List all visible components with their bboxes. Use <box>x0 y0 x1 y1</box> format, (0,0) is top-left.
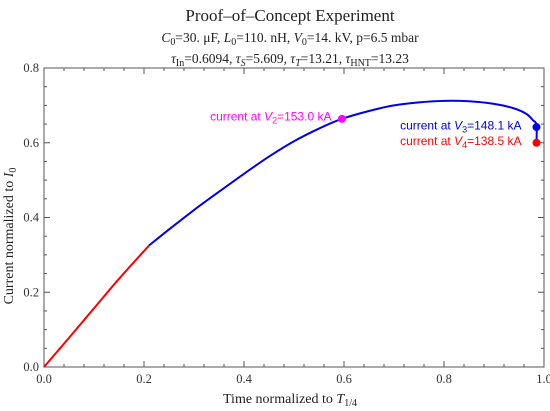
annotation-1-part-0: current at <box>210 110 264 124</box>
annotation-1-part-3: =153.0 kA <box>277 110 331 124</box>
series-line-2 <box>148 99 538 247</box>
x-tick-label: 1.0 <box>536 372 550 386</box>
annotation-2: current at V3=148.1 kA <box>400 119 521 135</box>
chart-subtitle-line-1-part-5: =110. nH, <box>236 30 293 45</box>
y-axis-label: Current normalized to I0 <box>2 168 19 305</box>
annotation-2-part-0: current at <box>400 119 454 133</box>
y-axis-label-part-2: 0 <box>8 168 19 173</box>
y-tick-label: 0.8 <box>23 61 39 75</box>
x-tick-label: 0.6 <box>336 372 352 386</box>
y-axis-label-part-0: Current normalized to <box>2 177 17 304</box>
annotation-2-part-2: 3 <box>462 125 467 135</box>
y-tick-label: 0.0 <box>23 360 39 374</box>
y-axis-label-part-1: I <box>2 171 17 178</box>
chart-subtitle-line-2: τIn=0.6094, τS=5.609, τT=13.21, τHNT=13.… <box>171 51 409 69</box>
annotation-3-part-3: =138.5 kA <box>467 134 521 148</box>
chart-subtitle-line-2-part-9: τ <box>346 51 352 66</box>
annotation-3-part-1: V <box>454 134 463 148</box>
annotation-1-part-1: V <box>264 110 273 124</box>
chart-subtitle-line-2-part-0: τ <box>171 51 177 66</box>
chart-subtitle-line-1-part-0: C <box>161 30 171 45</box>
x-tick-label: 0.8 <box>436 372 452 386</box>
chart-subtitle-line-1-part-7: 0 <box>302 37 307 48</box>
chart-subtitle-line-2-part-11: =13.23 <box>371 51 409 66</box>
annotation-1: current at V2=153.0 kA <box>210 110 331 126</box>
chart-title: Proof–of–Concept Experiment <box>185 6 394 25</box>
chart-subtitle-line-2-part-3: τ <box>236 51 242 66</box>
plot-area: 0.0 0.2 0.4 0.6 0.8 1.0 0.0 0.2 0.4 0.6 0.8 current… <box>23 61 550 386</box>
chart-subtitle-line-1-part-8: =14. kV, p=6.5 mbar <box>307 30 419 45</box>
y-tick-label: 0.4 <box>23 211 39 225</box>
marker-point-1 <box>338 114 346 123</box>
x-tick-label: 0.0 <box>36 372 52 386</box>
marker-point-3 <box>532 138 541 147</box>
chart-subtitle-line-1-part-4: 0 <box>231 37 236 48</box>
chart-subtitle-line-1-part-6: V <box>294 30 304 45</box>
annotation-3-part-0: current at <box>400 134 454 148</box>
annotation-3: current at V4=138.5 kA <box>400 134 521 150</box>
series-line-1 <box>43 244 150 368</box>
x-axis-label: Time normalized to T1/4 <box>223 392 357 409</box>
chart-subtitle-line-2-part-7: T <box>295 58 302 69</box>
y-tick-label: 0.2 <box>23 285 39 299</box>
x-tick-label: 0.4 <box>236 372 252 386</box>
chart-subtitle-line-2-part-8: =13.21, <box>301 51 346 66</box>
x-axis-label-part-2: 1/4 <box>344 398 357 409</box>
annotation-3-part-2: 4 <box>462 140 467 150</box>
x-axis-label-part-0: Time normalized to <box>223 392 336 407</box>
chart-subtitle-line-2-part-4: S <box>241 58 246 69</box>
chart-subtitle-line-2-part-1: In <box>176 58 184 69</box>
chart-subtitle-line-1-part-1: 0 <box>170 37 175 48</box>
chart-subtitle-line-1-part-2: =30. μF, <box>175 30 223 45</box>
chart-subtitle-line-1-part-3: L <box>223 30 232 45</box>
annotation-1-part-2: 2 <box>272 116 277 126</box>
chart-subtitle-line-2-part-10: HNT <box>350 58 371 69</box>
chart-subtitle-line-1: C0=30. μF, L0=110. nH, V0=14. kV, p=6.5 … <box>161 30 419 48</box>
marker-point-2 <box>532 123 541 132</box>
chart-subtitle-line-2-part-2: =0.6094, <box>184 51 236 66</box>
y-tick-label: 0.6 <box>23 136 39 150</box>
chart-subtitle-line-2-part-6: τ <box>290 51 296 66</box>
x-tick-label: 0.2 <box>136 372 152 386</box>
x-axis-label-part-1: T <box>336 392 345 407</box>
annotation-2-part-1: V <box>454 119 463 133</box>
chart-subtitle-line-2-part-5: =5.609, <box>246 51 291 66</box>
annotation-2-part-3: =148.1 kA <box>467 119 521 133</box>
